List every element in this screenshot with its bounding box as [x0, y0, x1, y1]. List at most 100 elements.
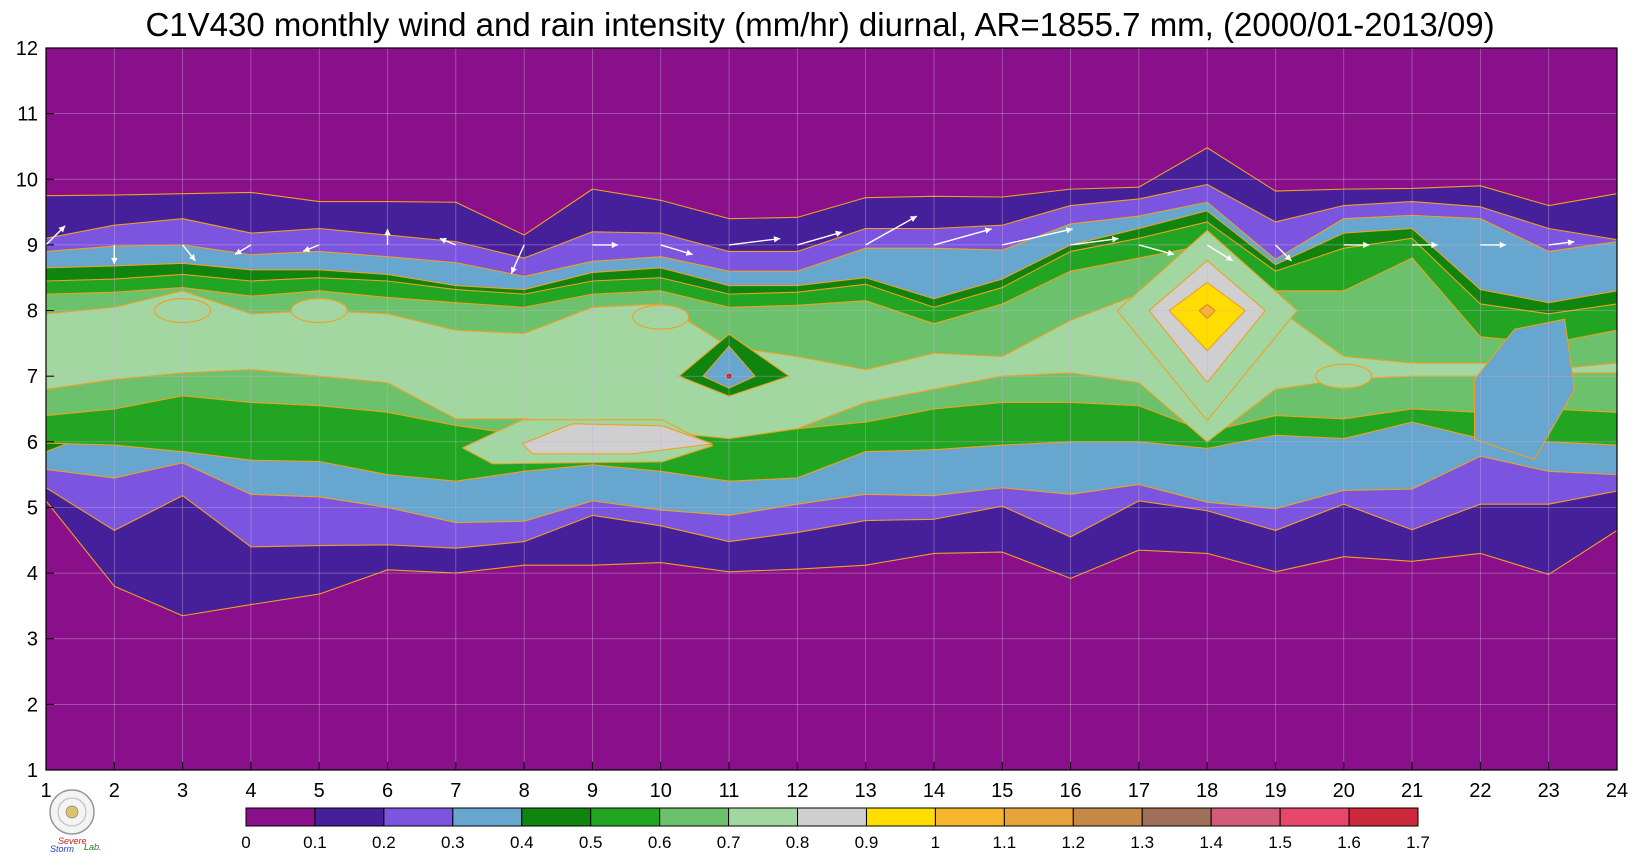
y-tick-label: 1	[27, 760, 38, 782]
wind-arrow-head	[773, 236, 781, 243]
colorbar-label: 0.2	[372, 833, 396, 852]
wind-arrow-shaft	[728, 237, 781, 246]
y-tick-label: 4	[27, 563, 38, 585]
x-tick-label: 2	[109, 780, 120, 802]
wind-arrow-head	[1363, 241, 1370, 249]
x-tick-label: 23	[1538, 780, 1560, 802]
x-tick-label: 20	[1333, 780, 1355, 802]
wind-arrow-head	[111, 257, 118, 265]
x-tick-label: 8	[519, 780, 530, 802]
wind-vectors	[46, 215, 1639, 274]
wind-arrow	[1002, 227, 1073, 246]
wind-arrow	[865, 215, 918, 246]
colorbar-swatch	[590, 807, 661, 827]
colorbar-label: 0.8	[786, 833, 810, 852]
plot-area	[46, 48, 1617, 770]
wind-arrow	[728, 236, 781, 246]
wind-arrow-head	[1567, 239, 1575, 246]
y-tick-label: 8	[27, 301, 38, 323]
colorbar-swatch	[1279, 807, 1350, 827]
wind-arrow-head	[611, 241, 619, 249]
wind-arrow-head	[1499, 241, 1506, 249]
wind-arrow	[1274, 244, 1292, 262]
x-tick-label: 21	[1401, 780, 1423, 802]
wind-arrow	[1206, 244, 1234, 262]
wind-arrow	[797, 230, 843, 246]
wind-arrow-head	[685, 249, 693, 256]
colorbar-swatch	[521, 807, 592, 827]
colorbar-swatch	[452, 807, 523, 827]
x-tick-label: 16	[1059, 780, 1081, 802]
grid-lines	[46, 48, 1617, 770]
wind-arrow	[933, 227, 992, 246]
wind-arrow-head	[1633, 242, 1639, 248]
colorbar-swatch	[659, 807, 730, 827]
wind-arrow-head	[1284, 254, 1292, 261]
y-tick-label: 9	[27, 235, 38, 257]
x-tick-label: 7	[450, 780, 461, 802]
x-tick-label: 3	[177, 780, 188, 802]
wind-arrow	[439, 237, 457, 246]
colorbar-label: 1	[931, 833, 940, 852]
wind-arrow-head	[1065, 227, 1073, 234]
wind-arrow-shaft	[1002, 228, 1073, 246]
lab-logo: Severe Storm Lab.	[49, 789, 102, 854]
wind-arrow-head	[835, 230, 843, 237]
wind-arrow	[384, 228, 391, 245]
x-tick-label: 10	[650, 780, 672, 802]
x-tick-label: 1	[40, 780, 51, 802]
x-tick-label: 17	[1128, 780, 1150, 802]
colorbar-swatch	[728, 807, 799, 827]
wind-arrow	[1343, 241, 1370, 249]
y-tick-label: 5	[27, 497, 38, 519]
colorbar-swatch	[797, 807, 867, 827]
y-tick-label: 10	[16, 169, 38, 191]
colorbar-label: 1.7	[1406, 833, 1430, 852]
x-tick-label: 13	[855, 780, 877, 802]
wind-arrow-shaft	[1070, 237, 1119, 246]
wind-arrow	[1412, 241, 1438, 249]
colorbar-label: 0	[241, 833, 250, 852]
x-tick-label: 19	[1264, 780, 1286, 802]
wind-arrow-head	[1225, 254, 1233, 261]
y-tick-label: 7	[27, 366, 38, 388]
seal-center-icon	[65, 805, 79, 819]
colorbar-swatch	[1210, 807, 1281, 827]
colorbar-label: 1.5	[1268, 833, 1292, 852]
chart-title: C1V430 monthly wind and rain intensity (…	[145, 6, 1494, 43]
y-tick-label: 6	[27, 432, 38, 454]
x-axis: 1 2 3 4 5 6 7 8 9 10 11 12 13 14 15 16 17 18 19 20 21 22 23 24	[40, 762, 1628, 802]
y-tick-label: 11	[17, 104, 38, 126]
colorbar-swatch	[865, 807, 936, 827]
colorbar-label: 0.3	[441, 833, 465, 852]
y-tick-label: 3	[27, 629, 38, 651]
colorbar-swatch	[245, 807, 316, 827]
wind-arrow-head	[909, 216, 917, 222]
wind-arrow-head	[984, 227, 992, 234]
x-tick-label: 5	[314, 780, 325, 802]
wind-arrow	[302, 244, 320, 252]
x-tick-label: 24	[1606, 780, 1628, 802]
logo-text-severe: Severe	[58, 836, 87, 846]
wind-arrow	[592, 241, 619, 249]
wind-arrow	[510, 244, 525, 274]
wind-arrow-head	[1111, 236, 1119, 243]
wind-arrow	[234, 244, 252, 256]
x-tick-label: 12	[786, 780, 808, 802]
wind-arrow-head	[189, 254, 196, 261]
colorbar-label: 0.6	[648, 833, 672, 852]
x-tick-label: 18	[1196, 780, 1218, 802]
wind-arrow	[1138, 244, 1175, 256]
wind-arrow-head	[1431, 241, 1438, 249]
hotspot-peak	[521, 423, 713, 455]
hotspot-dry-region	[1473, 318, 1576, 460]
colorbar-label: 1.1	[993, 833, 1017, 852]
y-tick-label: 12	[16, 38, 38, 60]
wind-arrow-shaft	[933, 228, 992, 246]
wind-arrow-head	[439, 237, 447, 244]
colorbar-swatch	[314, 807, 385, 827]
wind-arrow	[660, 244, 693, 256]
wind-arrow	[46, 225, 66, 246]
wind-arrow-head	[234, 248, 242, 255]
